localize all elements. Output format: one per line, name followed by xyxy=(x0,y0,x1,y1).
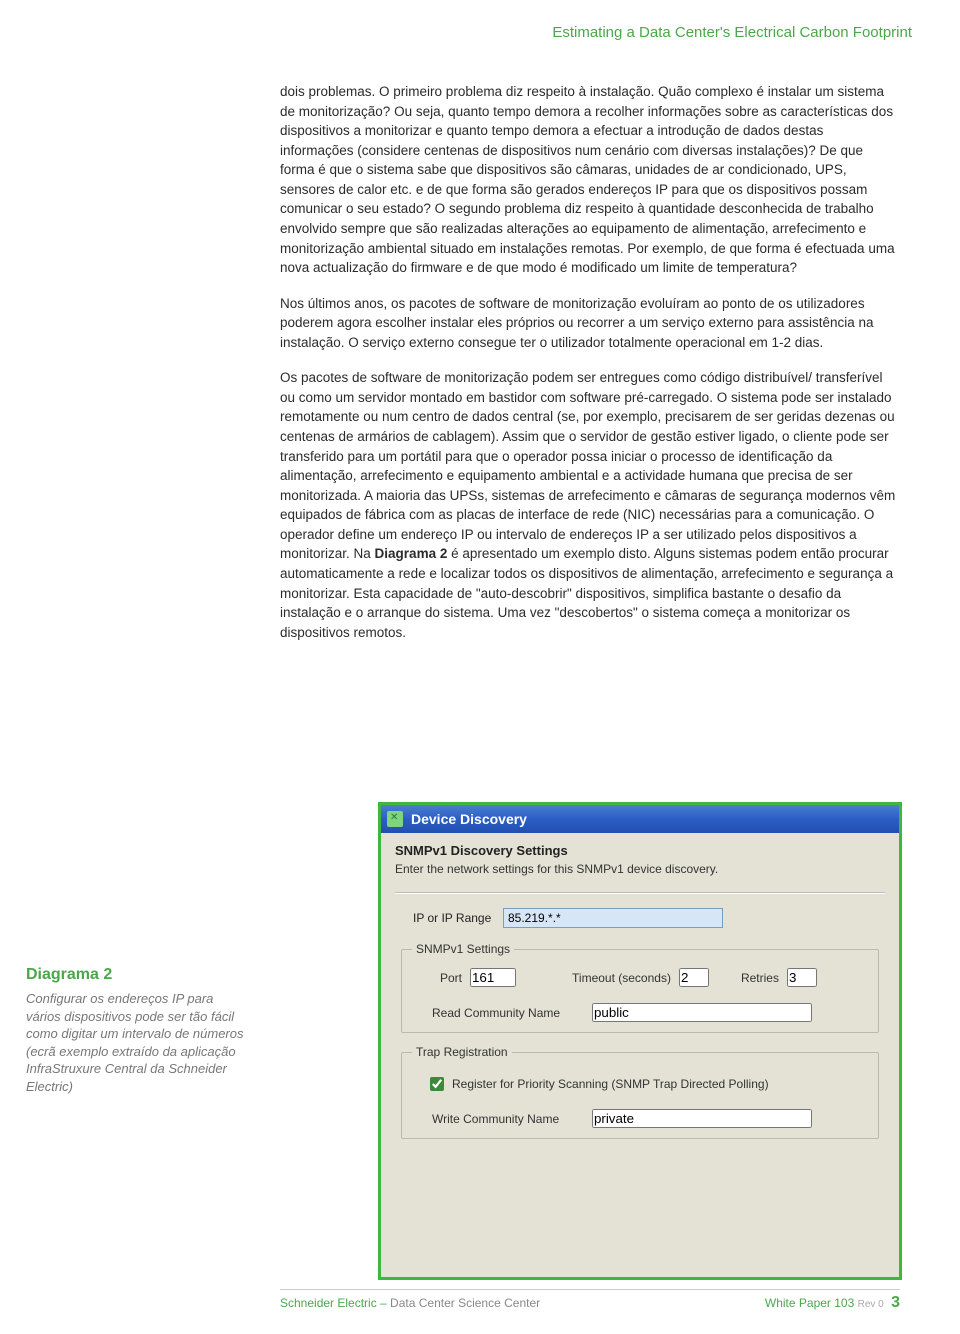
write-community-row: Write Community Name xyxy=(432,1109,868,1128)
discovery-subheading: Enter the network settings for this SNMP… xyxy=(395,862,885,876)
trap-registration-group: Trap Registration Register for Priority … xyxy=(401,1045,879,1139)
trap-checkbox-row: Register for Priority Scanning (SNMP Tra… xyxy=(430,1077,868,1091)
footer-left: Schneider Electric – Data Center Science… xyxy=(280,1296,540,1310)
trap-checkbox[interactable] xyxy=(430,1077,444,1091)
retries-input[interactable] xyxy=(787,968,817,987)
write-community-input[interactable] xyxy=(592,1109,812,1128)
page-footer: Schneider Electric – Data Center Science… xyxy=(280,1289,900,1312)
divider xyxy=(395,892,885,894)
paragraph-3: Os pacotes de software de monitorização … xyxy=(280,368,900,642)
p3-part-a: Os pacotes de software de monitorização … xyxy=(280,370,895,561)
port-input[interactable] xyxy=(470,968,516,987)
read-community-label: Read Community Name xyxy=(432,1006,582,1020)
trap-checkbox-label: Register for Priority Scanning (SNMP Tra… xyxy=(452,1077,769,1091)
footer-brand: Schneider Electric – xyxy=(280,1296,387,1310)
ip-range-label: IP or IP Range xyxy=(413,911,503,925)
diagram-caption: Configurar os endereços IP para vários d… xyxy=(26,990,246,1095)
trap-legend: Trap Registration xyxy=(412,1045,512,1059)
ip-range-row: IP or IP Range xyxy=(413,908,885,928)
paragraph-1: dois problemas. O primeiro problema diz … xyxy=(280,82,900,278)
dialog-window-title: Device Discovery xyxy=(411,811,527,827)
p3-bold-ref: Diagrama 2 xyxy=(375,546,448,561)
footer-division: Data Center Science Center xyxy=(387,1296,540,1310)
retries-label: Retries xyxy=(741,971,779,985)
page-header-title: Estimating a Data Center's Electrical Ca… xyxy=(552,24,912,41)
diagram-title: Diagrama 2 xyxy=(26,966,246,984)
ip-range-input[interactable] xyxy=(503,908,723,928)
footer-right: White Paper 103 Rev 0 3 xyxy=(765,1294,900,1312)
app-icon xyxy=(387,811,403,827)
write-community-label: Write Community Name xyxy=(432,1112,582,1126)
port-label: Port xyxy=(440,971,462,985)
timeout-label: Timeout (seconds) xyxy=(572,971,671,985)
footer-wp: White Paper 103 xyxy=(765,1296,854,1310)
discovery-heading: SNMPv1 Discovery Settings xyxy=(395,843,885,858)
diagram-label-block: Diagrama 2 Configurar os endereços IP pa… xyxy=(26,966,246,1095)
dialog-titlebar[interactable]: Device Discovery xyxy=(381,805,899,833)
read-community-input[interactable] xyxy=(592,1003,812,1022)
footer-rev: Rev 0 xyxy=(858,1299,884,1310)
snmp-port-row: Port Timeout (seconds) Retries xyxy=(412,968,868,987)
snmp-settings-group: SNMPv1 Settings Port Timeout (seconds) R… xyxy=(401,942,879,1033)
footer-page-number: 3 xyxy=(891,1294,900,1311)
snmp-legend: SNMPv1 Settings xyxy=(412,942,514,956)
device-discovery-dialog: Device Discovery SNMPv1 Discovery Settin… xyxy=(378,802,902,1280)
paragraph-2: Nos últimos anos, os pacotes de software… xyxy=(280,294,900,353)
read-community-row: Read Community Name xyxy=(432,1003,868,1022)
timeout-input[interactable] xyxy=(679,968,709,987)
dialog-body: SNMPv1 Discovery Settings Enter the netw… xyxy=(381,833,899,1139)
body-text-block: dois problemas. O primeiro problema diz … xyxy=(280,82,900,658)
